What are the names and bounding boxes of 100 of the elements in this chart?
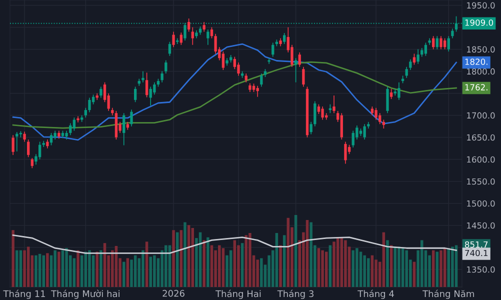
candlestick (50, 132, 53, 146)
candlestick (130, 109, 133, 127)
bar (76, 250, 80, 287)
candlestick (298, 52, 301, 68)
bar (65, 248, 68, 287)
candlestick (164, 60, 168, 74)
bar (440, 250, 442, 287)
candlestick (409, 59, 412, 70)
candlestick (27, 139, 30, 158)
candlestick (256, 85, 259, 98)
bar (58, 252, 60, 287)
bar (451, 246, 454, 287)
bar (38, 254, 42, 287)
bar (356, 248, 358, 287)
bar (336, 238, 340, 287)
bar (184, 222, 186, 287)
bar (398, 246, 400, 287)
bar (386, 240, 389, 287)
candlestick (122, 112, 126, 146)
candlestick (314, 100, 316, 127)
ref-line-label: 1909.0 (465, 19, 494, 26)
candlestick (160, 70, 164, 83)
bar (374, 260, 378, 287)
y-tick-label: 1850.0 (467, 46, 495, 53)
candlestick (233, 56, 236, 70)
bar (352, 250, 354, 287)
bar (321, 250, 324, 287)
bar (80, 255, 84, 287)
bar (12, 230, 14, 287)
candlestick (168, 41, 172, 56)
bar (19, 250, 22, 287)
bar (202, 240, 206, 287)
bar (218, 245, 221, 287)
candlestick (187, 18, 190, 32)
y-tick-label: 1600.0 (467, 156, 495, 163)
candlestick (340, 112, 343, 140)
candlestick (332, 95, 336, 114)
bar (164, 245, 168, 287)
text: 851.7 (464, 241, 488, 248)
bar (401, 248, 404, 287)
bar (96, 252, 98, 287)
bar (240, 243, 244, 287)
candlestick (352, 130, 354, 148)
candlestick (202, 22, 206, 32)
candlestick (440, 36, 442, 50)
bar (26, 246, 30, 287)
bar (23, 250, 26, 287)
bar (142, 250, 144, 287)
bar (363, 255, 366, 287)
bar (72, 258, 76, 287)
candlestick (321, 106, 324, 120)
candlestick (374, 107, 378, 120)
bar (172, 230, 175, 287)
bar (229, 250, 232, 287)
candlestick (436, 36, 438, 50)
candlestick (447, 36, 450, 52)
bar (34, 255, 38, 287)
bar (46, 253, 49, 287)
candlestick (145, 72, 148, 98)
y-tick-label: 1800.0 (467, 68, 495, 75)
bar (153, 255, 156, 287)
text: 740.1 (465, 250, 488, 256)
candlestick (100, 86, 102, 98)
bar (344, 240, 347, 287)
x-tick-label: Tháng Hai (215, 290, 261, 299)
candlestick (302, 66, 305, 88)
candlestick (451, 28, 454, 39)
bar (310, 222, 312, 287)
candlestick (23, 131, 26, 142)
candlestick (260, 73, 263, 88)
candlestick (38, 141, 42, 160)
bar (256, 260, 259, 287)
x-tick-label: Tháng 11 (3, 290, 45, 299)
bar (412, 262, 416, 287)
candlestick (210, 26, 214, 39)
candlestick (72, 117, 76, 132)
bar (206, 237, 210, 287)
candlestick (222, 51, 225, 70)
candlestick (310, 122, 312, 135)
bar (370, 255, 374, 287)
bar (279, 245, 282, 287)
candlestick (432, 36, 435, 50)
text: 1762. (465, 84, 488, 90)
bar (248, 233, 252, 287)
candlestick (142, 70, 144, 83)
candlestick (69, 122, 72, 136)
candlestick (191, 26, 194, 46)
bar (436, 252, 439, 287)
bar (126, 258, 130, 287)
bar (122, 262, 126, 287)
bar (233, 240, 236, 287)
bar (367, 258, 370, 287)
candlestick (398, 82, 400, 100)
bar (100, 250, 102, 287)
candlestick (412, 53, 416, 66)
bar (420, 240, 424, 287)
candlestick (88, 97, 91, 113)
line-series (12, 43, 457, 141)
candlestick (344, 141, 347, 164)
candlestick (30, 158, 34, 169)
